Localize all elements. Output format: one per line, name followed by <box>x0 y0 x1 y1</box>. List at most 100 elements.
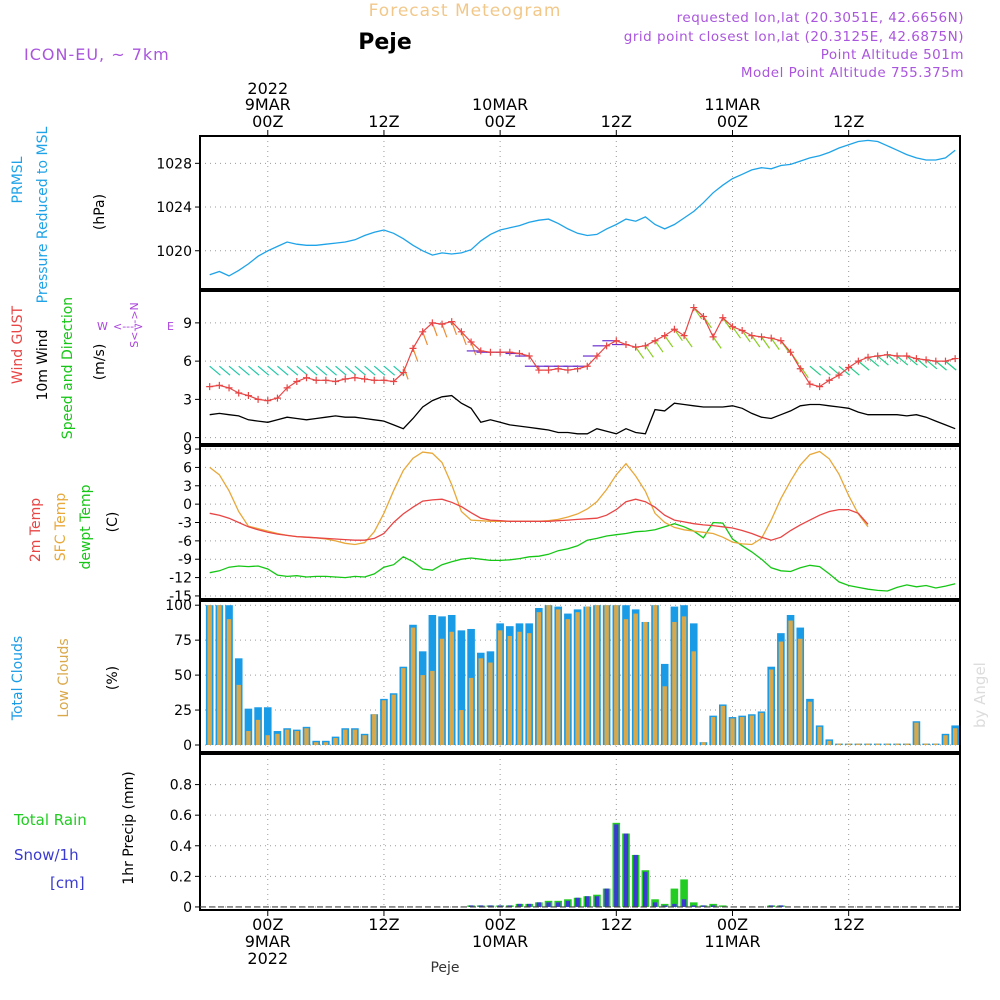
subtitle: Forecast Meteogram <box>369 1 562 21</box>
low-cloud-bar <box>730 718 735 746</box>
snow-bar <box>672 903 677 907</box>
y-tick-label: 1024 <box>156 200 192 216</box>
y-tick-label: 0 <box>183 900 192 916</box>
rain-bar <box>689 902 698 907</box>
low-cloud-bar <box>497 630 503 746</box>
wind-direction-arrow <box>809 365 822 376</box>
panel-frame <box>199 600 961 753</box>
top-time-label: 00Z <box>717 112 748 131</box>
gust-marker <box>361 375 369 383</box>
gust-marker <box>670 325 678 333</box>
compass-arrows: <---> <box>113 320 143 333</box>
sfc-temp-line <box>209 450 869 546</box>
bottom-time-label: 00Z <box>252 915 283 934</box>
bottom-time-label: 2022 <box>247 949 288 968</box>
low-cloud-bar <box>556 609 561 746</box>
low-cloud-bar <box>207 605 212 746</box>
gust-marker <box>709 333 717 341</box>
gust-marker <box>767 334 775 342</box>
gust-marker <box>622 341 630 349</box>
gust-marker <box>254 395 262 403</box>
y-tick-label: 0.2 <box>170 869 192 885</box>
bottom-time-label: 10MAR <box>472 932 528 951</box>
gust-marker <box>951 355 959 363</box>
wind-gust-label: Wind GUST <box>10 305 26 384</box>
low-cloud-bar <box>681 616 687 746</box>
low-cloud-bar <box>846 743 851 746</box>
clouds-unit: (%) <box>105 666 121 690</box>
gust-marker <box>428 319 436 327</box>
total-cloud-bar <box>244 708 253 746</box>
snow-bar <box>594 896 600 907</box>
gust-marker <box>351 374 359 382</box>
low-cloud-bar <box>333 738 338 746</box>
gust-marker <box>777 337 785 345</box>
low-cloud-bar <box>633 613 638 746</box>
wind-direction-arrow <box>935 360 947 371</box>
wind-direction-arrow <box>731 326 742 339</box>
low-cloud-bar <box>294 731 300 746</box>
low-cloud-bar <box>217 605 222 746</box>
wind-direction-arrow <box>335 365 347 376</box>
dewpoint-line <box>209 521 956 592</box>
wind-unit: (m/s) <box>92 344 108 381</box>
low-cloud-bar <box>246 731 251 746</box>
low-cloud-bar <box>507 635 513 746</box>
wind-direction-arrow <box>441 323 448 338</box>
compass-ns: S<--->N <box>128 302 141 348</box>
low-cloud-bar <box>759 712 764 746</box>
low-cloud-bar <box>856 743 861 746</box>
snow-bar <box>507 905 513 907</box>
pressure-label: Pressure Reduced to MSL <box>35 126 51 303</box>
low-cloud-bar <box>594 605 600 746</box>
top-time-label: 00Z <box>252 112 283 131</box>
gust-marker <box>932 357 940 365</box>
low-cloud-bar <box>720 705 726 746</box>
low-cloud-bar <box>372 714 377 746</box>
temperature-unit: (C) <box>105 512 121 533</box>
model-altitude: Model Point Altitude 755.375m <box>741 65 964 81</box>
y-tick-label: 1028 <box>156 156 192 172</box>
wind-direction-arrow <box>925 359 938 370</box>
gust-marker <box>738 327 746 335</box>
footer-location: Peje <box>430 960 459 976</box>
y-tick-label: 0.8 <box>170 778 192 794</box>
gust-marker <box>215 381 223 389</box>
low-cloud-bar <box>604 605 609 746</box>
y-tick-label: -12 <box>169 571 192 587</box>
snow-label: Snow/1h <box>14 846 79 864</box>
wind-panel: 0 3 6 9 W <---> E S<--->N Wind GUST 10m Wind Speed… <box>10 290 961 447</box>
wind-direction-arrow <box>945 360 957 371</box>
wind-direction-arrow <box>354 365 367 376</box>
gust-marker <box>748 332 756 340</box>
low-cloud-bar <box>914 722 919 746</box>
wind-direction-arrow <box>267 365 279 376</box>
gust-marker <box>370 376 378 384</box>
low-cloud-bar <box>875 743 880 746</box>
gust-marker <box>438 320 446 328</box>
low-cloud-bar <box>710 717 716 746</box>
clouds-panel: 0 25 50 75 100 Total Clouds Low Clouds (%) <box>10 598 961 754</box>
y-tick-label: 0 <box>183 497 192 513</box>
snow-bar <box>662 905 667 907</box>
low-cloud-bar <box>236 684 241 746</box>
snow-bar <box>778 905 784 907</box>
wind-direction-arrow <box>373 365 386 376</box>
low-cloud-bar <box>420 675 425 746</box>
precip-axis-label: 1hr Precip (mm) <box>121 771 137 884</box>
snow-bar <box>585 896 590 907</box>
low-cloud-bar <box>778 641 784 746</box>
precip-panel: 0 0.2 0.4 0.6 0.8 Total Rain Snow/1h [cm] 1hr Pr… <box>13 753 961 916</box>
low-cloud-bar <box>672 621 677 746</box>
low-cloud-bar <box>517 631 522 746</box>
wind-direction-arrow <box>228 365 241 376</box>
low-clouds-label: Low Clouds <box>56 638 72 717</box>
low-cloud-bar <box>468 677 474 746</box>
wind-direction-arrow <box>761 336 771 349</box>
y-tick-label: -15 <box>169 589 192 605</box>
wind-10m-label: 10m Wind <box>35 329 51 400</box>
gust-marker <box>341 375 349 383</box>
prmsl-line <box>209 139 956 277</box>
pressure-panel: 1020 1024 1028 PRMSL Pressure Reduced to MSL… <box>10 126 961 303</box>
